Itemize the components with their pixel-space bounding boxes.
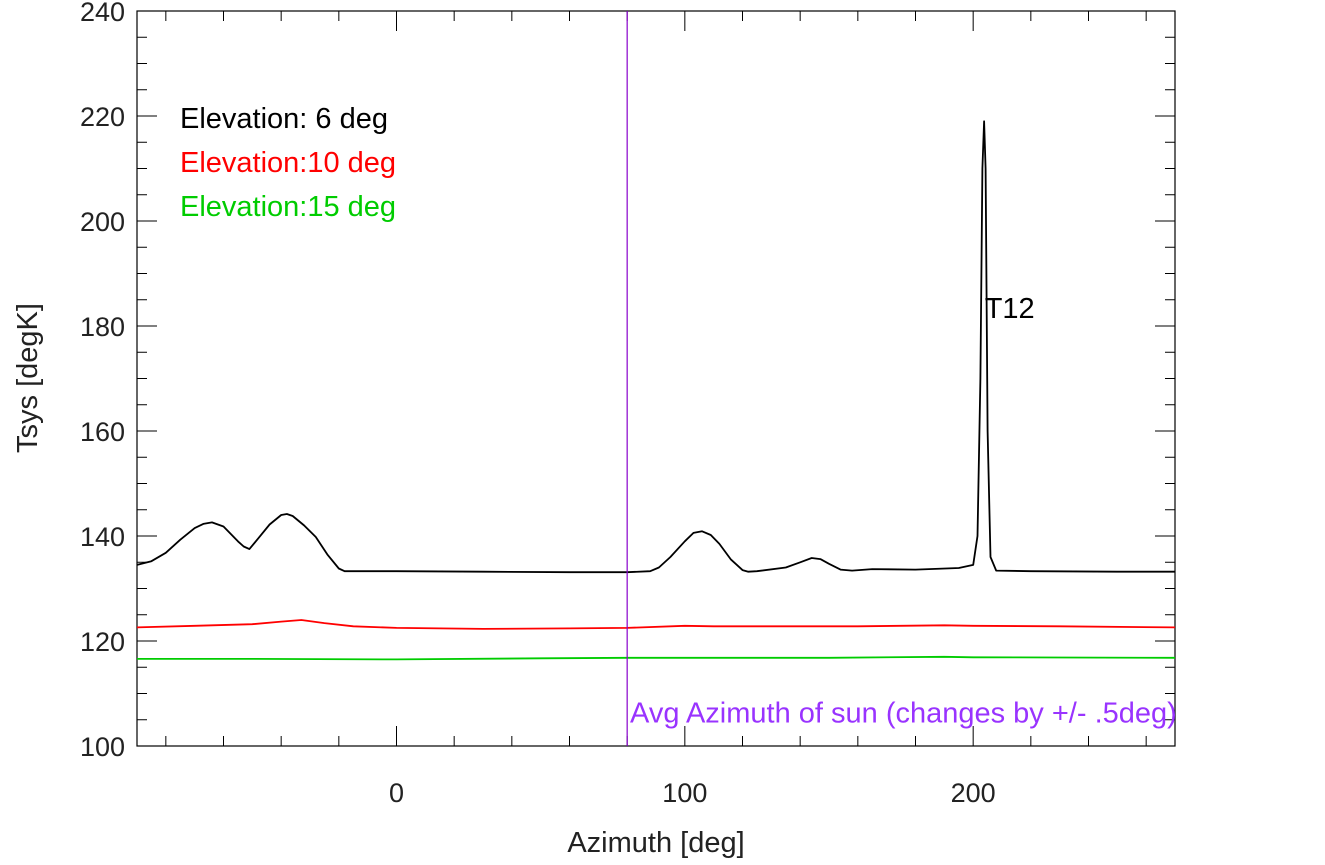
series-line-2 — [136, 619, 1176, 630]
x-tick-label: 100 — [662, 778, 707, 808]
y-tick-label: 160 — [80, 417, 125, 447]
x-axis-label: Azimuth [deg] — [567, 827, 744, 859]
y-axis-label: Tsys [degK] — [12, 303, 44, 453]
legend-entry-1: Elevation: 6 deg — [180, 103, 388, 135]
legend-entry-2: Elevation:10 deg — [180, 147, 396, 179]
axis-ticks — [137, 10, 1175, 747]
series-lines — [136, 120, 1176, 661]
y-tick-label: 220 — [80, 102, 125, 132]
y-tick-label: 140 — [80, 522, 125, 552]
y-tick-label: 120 — [80, 627, 125, 657]
tick-labels: 100 120 140 160 180 200 220 240 0 100 200 — [80, 0, 996, 808]
series-line-3 — [137, 655, 1176, 661]
annotation-2: Avg Azimuth of sun (changes by +/- .5deg… — [630, 697, 1177, 729]
x-tick-label: 200 — [951, 778, 996, 808]
y-tick-label: 200 — [80, 207, 125, 237]
x-tick-label: 0 — [389, 778, 404, 808]
annotation-1: T12 — [985, 293, 1035, 325]
series-line-1 — [136, 120, 1175, 574]
y-tick-label: 100 — [80, 732, 125, 762]
legend: Elevation: 6 deg Elevation:10 deg Elevatio… — [180, 103, 396, 223]
legend-entry-3: Elevation:15 deg — [180, 191, 396, 223]
y-tick-label: 180 — [80, 312, 125, 342]
annotations: T12 Avg Azimuth of sun (changes by +/- .5… — [630, 293, 1177, 729]
y-tick-label: 240 — [80, 0, 125, 27]
